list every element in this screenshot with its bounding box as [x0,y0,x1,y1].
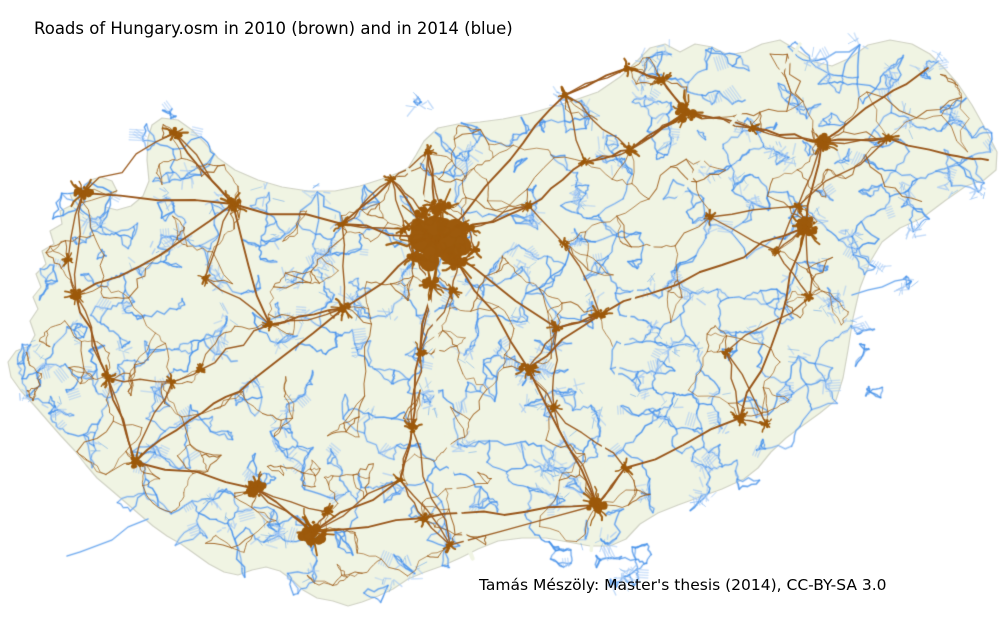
map-title: Roads of Hungary.osm in 2010 (brown) and… [34,19,513,38]
attribution-caption: Tamás Mészöly: Master's thesis (2014), C… [479,576,887,594]
